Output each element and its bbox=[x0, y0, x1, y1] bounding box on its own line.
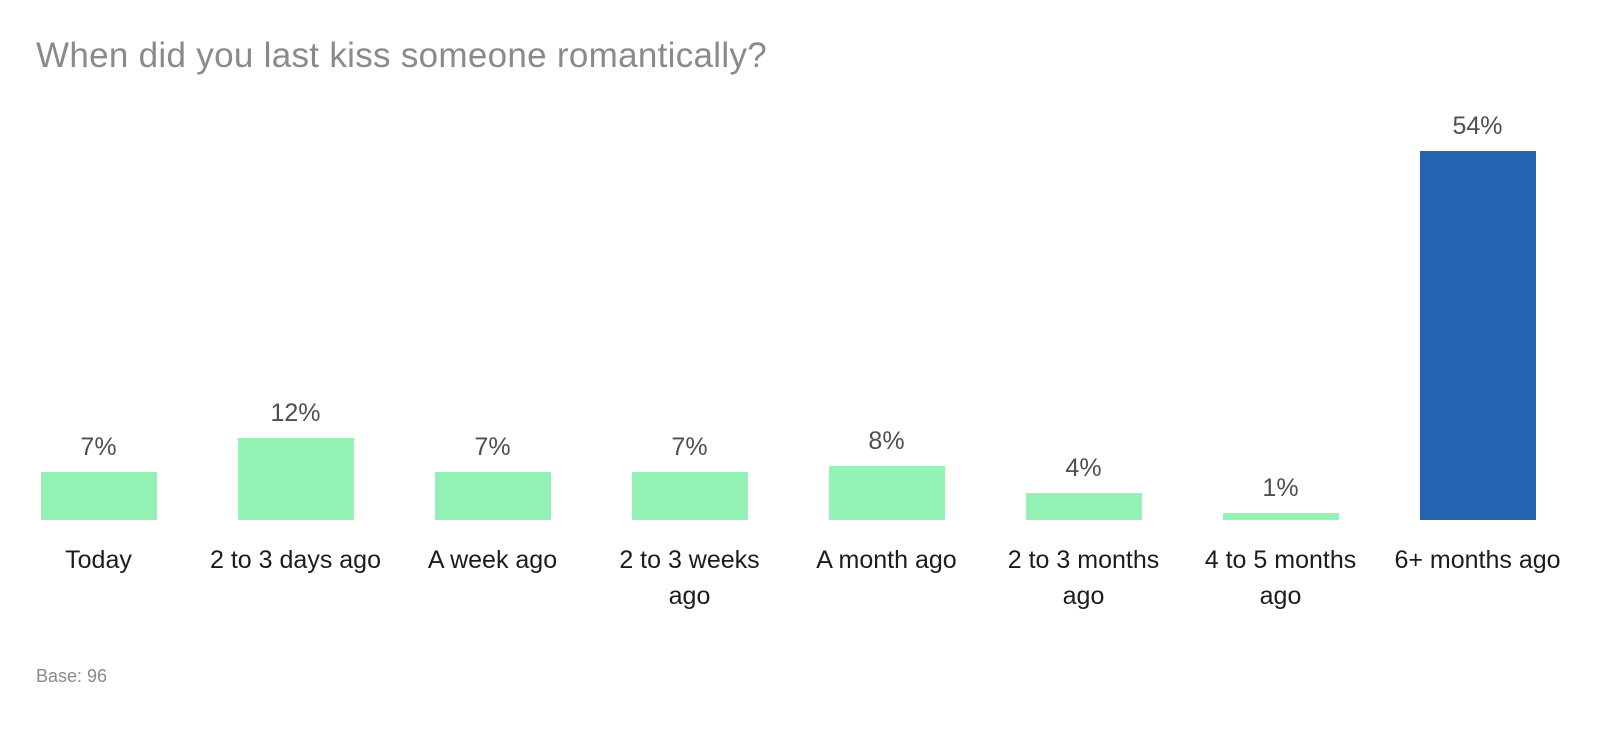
chart-column-4-5-months: 1% 4 to 5 months ago bbox=[1182, 76, 1379, 614]
chart-column-2-3-weeks: 7% 2 to 3 weeks ago bbox=[591, 76, 788, 614]
value-label: 12% bbox=[270, 399, 321, 428]
chart-column-a-week: 7% A week ago bbox=[394, 76, 591, 614]
bar-2-3-weeks bbox=[631, 472, 748, 521]
value-label: 54% bbox=[1452, 112, 1503, 141]
bar-a-week bbox=[434, 472, 551, 521]
bar-chart: 7% Today 12% 2 to 3 days ago 7% A week a… bbox=[0, 76, 1576, 614]
chart-column-2-3-days: 12% 2 to 3 days ago bbox=[197, 76, 394, 614]
bar-zone: 12% bbox=[237, 76, 354, 521]
bar-today bbox=[40, 472, 157, 521]
category-label: 6+ months ago bbox=[1394, 546, 1561, 575]
value-label: 1% bbox=[1262, 474, 1299, 503]
chart-column-2-3-months: 4% 2 to 3 months ago bbox=[985, 76, 1182, 614]
chart-title: When did you last kiss someone romantica… bbox=[36, 36, 768, 75]
bar-4-5-months bbox=[1222, 513, 1339, 521]
value-label: 7% bbox=[474, 433, 511, 462]
value-label: 7% bbox=[80, 433, 117, 462]
category-label: Today bbox=[65, 546, 132, 575]
bar-2-3-days bbox=[237, 438, 354, 521]
category-label: 4 to 5 months ago bbox=[1204, 546, 1357, 611]
chart-column-6-plus-months: 54% 6+ months ago bbox=[1379, 76, 1576, 614]
bar-zone: 7% bbox=[631, 76, 748, 521]
base-note: Base: 96 bbox=[36, 666, 108, 686]
value-label: 8% bbox=[868, 426, 905, 455]
category-label: 2 to 3 weeks ago bbox=[619, 546, 760, 611]
chart-column-a-month: 8% A month ago bbox=[788, 76, 985, 614]
category-label: 2 to 3 months ago bbox=[1007, 546, 1160, 611]
category-label: 2 to 3 days ago bbox=[210, 546, 381, 575]
bar-zone: 8% bbox=[828, 76, 945, 521]
chart-column-today: 7% Today bbox=[0, 76, 197, 614]
bar-6-plus-months bbox=[1419, 151, 1536, 521]
category-label: A week ago bbox=[427, 546, 558, 575]
category-label: A month ago bbox=[816, 546, 957, 575]
bar-zone: 1% bbox=[1222, 76, 1339, 521]
bar-zone: 54% bbox=[1419, 76, 1536, 521]
bar-a-month bbox=[828, 465, 945, 521]
bar-zone: 7% bbox=[434, 76, 551, 521]
bar-2-3-months bbox=[1025, 492, 1142, 521]
bar-zone: 4% bbox=[1025, 76, 1142, 521]
bar-zone: 7% bbox=[40, 76, 157, 521]
value-label: 4% bbox=[1065, 453, 1102, 482]
value-label: 7% bbox=[671, 433, 708, 462]
